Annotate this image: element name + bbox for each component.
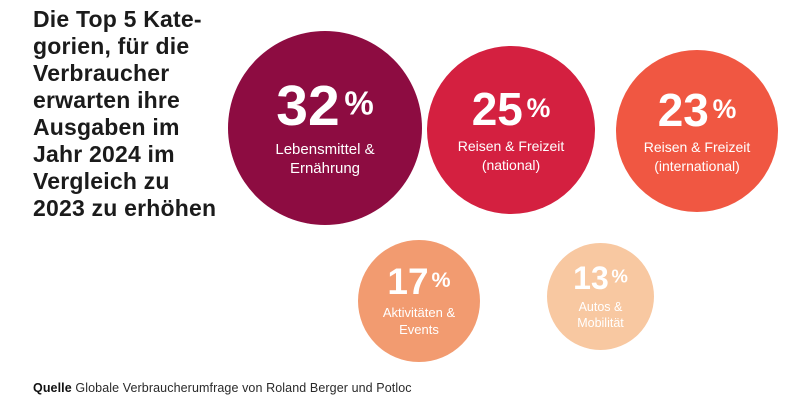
bubble-label: Aktivitäten & Events (382, 305, 456, 337)
bubble-value: 32 % (276, 73, 374, 138)
source-prefix: Quelle (33, 381, 72, 395)
source-line: Quelle Globale Verbraucherumfrage von Ro… (33, 381, 412, 395)
bubble-value: 25 % (472, 86, 551, 132)
bubble-value-number: 17 (387, 261, 429, 303)
bubble-value: 23 % (658, 87, 737, 133)
bubble-label: Lebensmittel & Ernährung (275, 140, 375, 178)
bubble-value-number: 32 (276, 73, 340, 138)
bubble-label: Autos & Mobilität (577, 299, 624, 330)
bubble-value-number: 13 (573, 259, 609, 296)
bubble-value-unit: % (344, 86, 374, 124)
bubble-value-unit: % (526, 92, 551, 123)
bubble-value-number: 25 (471, 83, 523, 136)
bubble-label: Reisen & Freizeit (national) (457, 138, 565, 173)
bubble-value-unit: % (712, 93, 737, 124)
bubble-reisen-freizeit-national: 25 % Reisen & Freizeit (national) (427, 46, 595, 214)
bubble-label: Reisen & Freizeit (international) (643, 139, 751, 174)
bubble-value-unit: % (431, 268, 451, 293)
bubble-value-unit: % (611, 265, 628, 287)
source-text: Globale Verbraucherumfrage von Roland Be… (75, 381, 412, 395)
bubble-value: 13 % (573, 262, 628, 294)
chart-title: Die Top 5 Kate- gorien, für die Verbrauc… (33, 6, 217, 221)
bubble-value: 17 % (387, 263, 450, 300)
bubble-autos-mobilitaet: 13 % Autos & Mobilität (547, 243, 654, 350)
bubble-reisen-freizeit-international: 23 % Reisen & Freizeit (international) (616, 50, 778, 212)
bubble-lebensmittel-ernaehrung: 32 % Lebensmittel & Ernährung (228, 31, 422, 225)
bubble-value-number: 23 (657, 84, 709, 137)
bubble-aktivitaeten-events: 17 % Aktivitäten & Events (358, 240, 480, 362)
